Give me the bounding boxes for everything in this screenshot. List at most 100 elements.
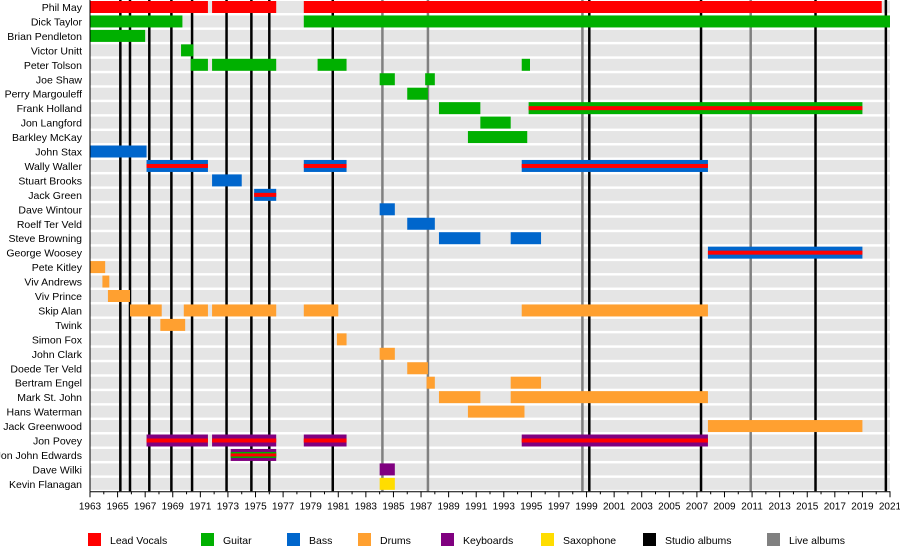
row-background xyxy=(90,73,890,86)
member-label: Frank Holland xyxy=(17,103,83,115)
legend-label: Studio albums xyxy=(665,535,732,547)
row-background xyxy=(90,290,890,302)
row-background xyxy=(90,318,890,331)
legend-swatch xyxy=(358,533,371,546)
member-label: Peter Tolson xyxy=(24,60,82,72)
legend-label: Keyboards xyxy=(463,535,513,547)
x-tick-label: 2009 xyxy=(713,501,736,512)
row-background xyxy=(90,159,890,172)
row-background xyxy=(90,58,890,71)
legend-item: Bass xyxy=(287,533,332,547)
member-bar-guitar xyxy=(303,15,890,28)
member-bar-drums xyxy=(107,290,130,302)
x-tick-label: 1991 xyxy=(465,501,488,512)
member-label: Jack Green xyxy=(28,190,82,202)
legend-item: Saxophone xyxy=(541,533,616,547)
legend-item: Lead Vocals xyxy=(88,533,167,547)
legend-item: Drums xyxy=(358,533,411,547)
x-tick-label: 2001 xyxy=(603,501,626,512)
member-label: Barkley McKay xyxy=(12,132,83,144)
member-bar-drums xyxy=(379,347,395,360)
member-bar-guitar xyxy=(407,87,428,100)
legend-label: Lead Vocals xyxy=(110,535,167,547)
row-background xyxy=(90,391,890,404)
x-tick-label: 2015 xyxy=(796,501,819,512)
row-background xyxy=(90,304,890,317)
row-background xyxy=(90,376,890,389)
row-background xyxy=(90,448,890,461)
member-bar-drums xyxy=(426,376,435,389)
legend-swatch xyxy=(201,533,214,546)
member-label: Viv Prince xyxy=(35,291,82,303)
row-background xyxy=(90,87,890,100)
member-label: George Woosey xyxy=(6,248,82,260)
member-bar-drums xyxy=(467,405,525,418)
x-tick-label: 1989 xyxy=(437,501,460,512)
x-tick-label: 2005 xyxy=(658,501,681,512)
member-label: Skip Alan xyxy=(38,305,82,317)
member-bar-stripe-lead-vocals xyxy=(254,192,277,197)
row-background xyxy=(90,174,890,187)
row-background xyxy=(90,246,890,259)
legend-swatch xyxy=(767,533,780,546)
member-label: Simon Fox xyxy=(32,334,83,346)
x-tick-label: 2003 xyxy=(631,501,654,512)
member-bar-drums xyxy=(102,275,110,288)
legend-swatch xyxy=(441,533,454,546)
member-label: Jon Langford xyxy=(21,118,82,130)
member-bar-stripe-lead-vocals xyxy=(230,453,277,457)
row-background xyxy=(90,232,890,245)
member-label: Brian Pendleton xyxy=(7,31,82,43)
member-bar-bass xyxy=(212,174,242,187)
member-bar-guitar xyxy=(317,58,347,71)
member-bar-guitar xyxy=(212,58,277,71)
member-label: Mark St. John xyxy=(17,392,82,404)
member-bar-drums xyxy=(303,304,339,317)
member-bar-guitar xyxy=(181,44,194,57)
x-tick-label: 1985 xyxy=(382,501,405,512)
member-bar-drums xyxy=(707,420,863,433)
member-bar-drums xyxy=(336,333,347,346)
member-bar-stripe-lead-vocals xyxy=(521,163,708,168)
member-bar-drums xyxy=(212,304,277,317)
x-tick-label: 1963 xyxy=(79,501,102,512)
x-tick-label: 2013 xyxy=(769,501,792,512)
member-bar-drums xyxy=(130,304,162,317)
member-label: Stuart Brooks xyxy=(18,175,82,187)
member-label: Jon Povey xyxy=(33,436,83,448)
x-tick-label: 1971 xyxy=(189,501,212,512)
member-bar-guitar xyxy=(190,58,208,71)
legend-item: Live albums xyxy=(767,533,845,547)
member-label: Dave Wintour xyxy=(18,204,82,216)
member-label: Hans Waterman xyxy=(7,407,83,419)
x-tick-label: 1995 xyxy=(520,501,543,512)
member-label: Viv Andrews xyxy=(24,277,82,289)
x-tick-label: 1983 xyxy=(355,501,378,512)
row-background xyxy=(90,434,890,447)
legend-item: Keyboards xyxy=(441,533,513,547)
x-tick-label: 2017 xyxy=(824,501,847,512)
member-bar-guitar xyxy=(379,73,395,86)
member-bar-stripe-lead-vocals xyxy=(146,163,208,168)
row-background xyxy=(90,188,890,201)
member-bar-guitar xyxy=(425,73,435,86)
x-tick-label: 2019 xyxy=(851,501,874,512)
member-label: John Stax xyxy=(35,147,82,159)
member-label: Jack Greenwood xyxy=(3,421,82,433)
member-label: Phil May xyxy=(42,2,83,14)
member-bar-keyboards xyxy=(379,463,395,476)
member-bar-stripe-lead-vocals xyxy=(707,250,863,255)
x-tick-label: 1987 xyxy=(410,501,433,512)
member-bar-stripe-lead-vocals xyxy=(528,106,863,111)
member-bar-guitar xyxy=(480,116,511,129)
x-tick-label: 2007 xyxy=(686,501,709,512)
x-tick-label: 1997 xyxy=(548,501,571,512)
member-label: Perry Margouleff xyxy=(5,89,83,101)
member-bar-stripe-lead-vocals xyxy=(303,163,347,168)
member-label: John Clark xyxy=(32,349,83,361)
member-bar-guitar xyxy=(467,131,528,144)
member-label: Kevin Flanagan xyxy=(9,479,82,491)
row-background xyxy=(90,217,890,230)
legend-label: Bass xyxy=(309,535,332,547)
